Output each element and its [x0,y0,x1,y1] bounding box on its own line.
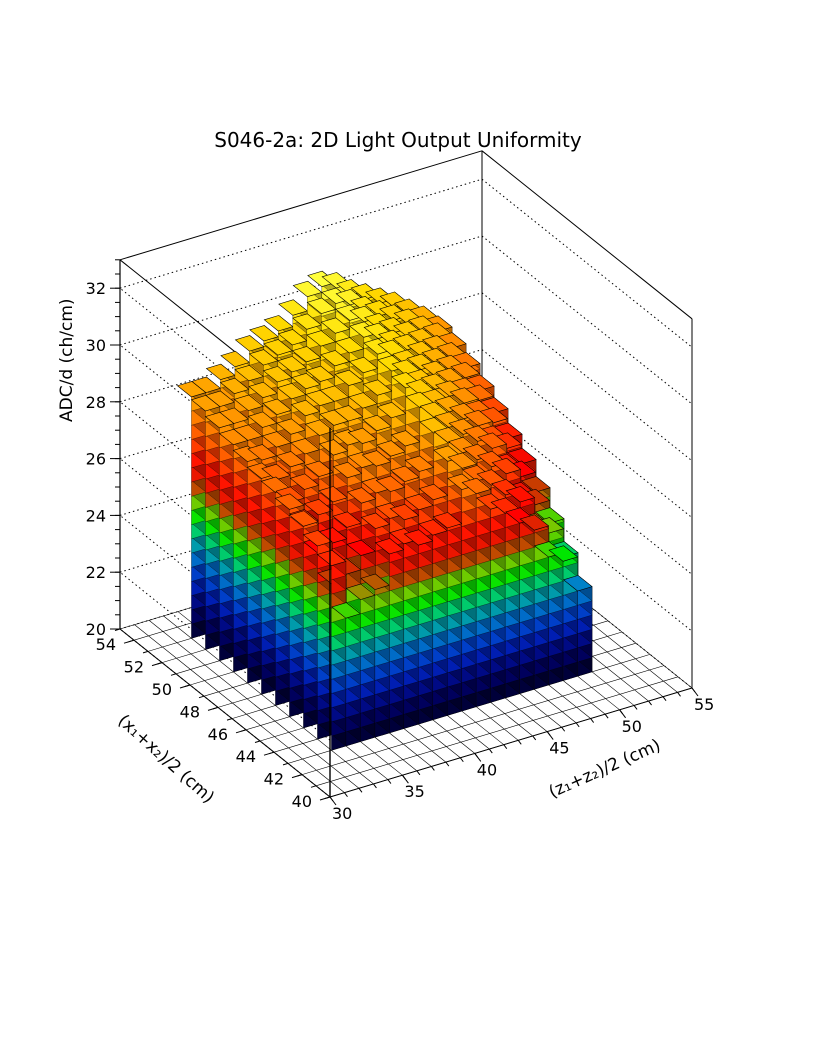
bar-top [306,297,337,314]
frame-edge [481,150,693,320]
floor-grid-line [315,676,679,787]
bar-top [234,335,265,352]
bar [176,381,207,639]
bar [204,411,235,661]
bar-top [278,299,308,316]
bar-top [292,313,322,330]
bar-top [277,329,308,346]
frame-edge [119,150,483,261]
bar-top [219,377,250,395]
bar-top [292,280,323,298]
z-gridline [481,178,693,348]
bar-top [248,349,279,366]
bar-top [205,390,236,407]
bar-top [263,339,293,356]
chart-title: S046-2a: 2D Light Output Uniformity [214,128,582,152]
floor-grid-line [134,624,345,793]
bar-top [191,376,222,393]
floor-grid-line [301,665,665,775]
floor-grid-line [148,620,360,789]
z-gridline [119,178,483,289]
bar-top [205,363,236,381]
z-gridline [481,235,693,405]
bars [176,270,593,751]
bar-top [234,364,265,382]
bar-top [263,315,294,332]
bar-top [249,325,279,342]
floor-grid-line [163,615,374,785]
bar-top [220,350,251,368]
